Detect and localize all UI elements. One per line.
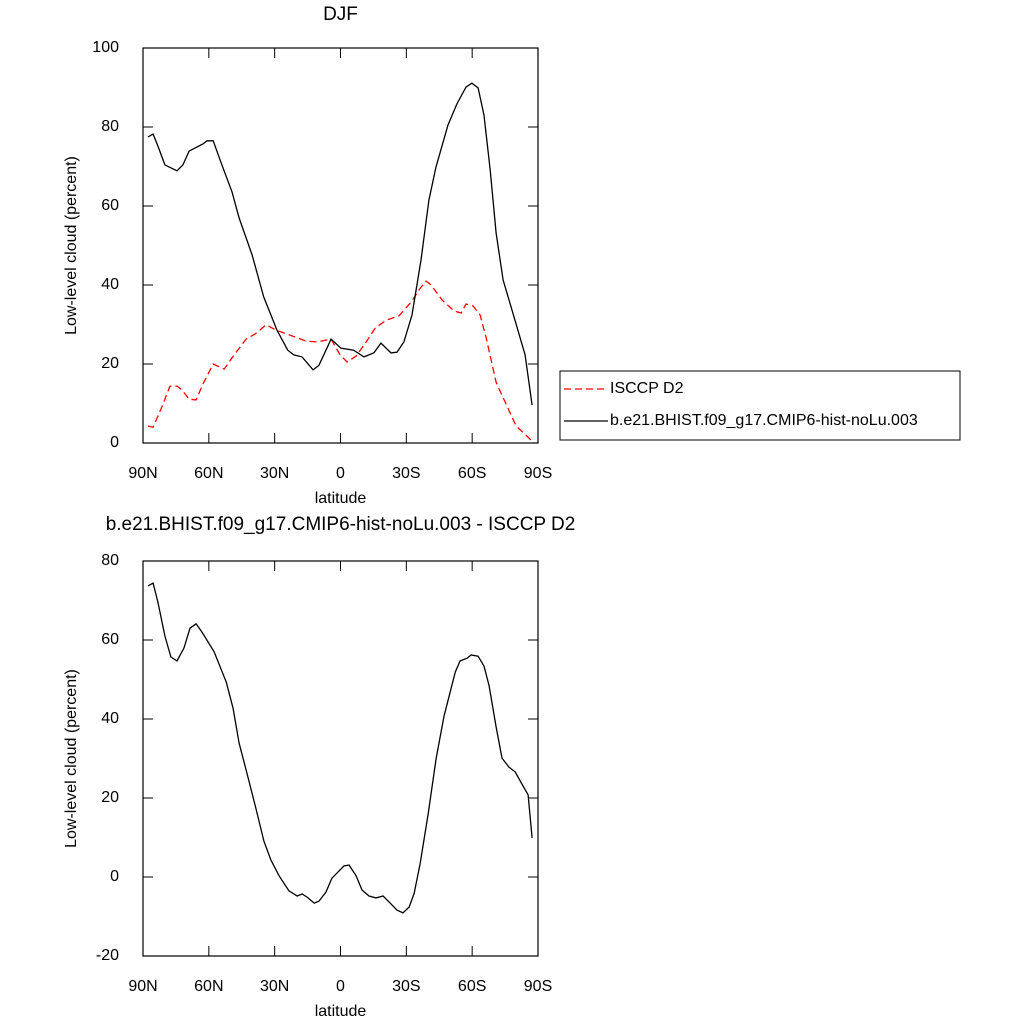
y-tick-label: 80 [101,552,119,569]
x-axis-label: latitude [315,1003,367,1020]
y-tick-label: 100 [92,39,119,56]
x-tick-label: 60S [458,978,486,995]
x-axis-label: latitude [315,490,367,507]
x-tick-label: 60N [194,978,223,995]
y-tick-label: -20 [96,947,119,964]
x-tick-label: 90N [128,978,157,995]
x-tick-label: 0 [336,978,345,995]
x-tick-label: 60S [458,465,486,482]
y-tick-label: 20 [101,355,119,372]
x-tick-label: 90S [524,978,552,995]
plot-frame [142,47,539,444]
x-tick-label: 30N [260,465,289,482]
y-tick-label: 80 [101,118,119,135]
x-tick-label: 90N [128,465,157,482]
y-tick-label: 60 [101,197,119,214]
chart-title: DJF [323,4,358,25]
y-axis-label: Low-level cloud (percent) [63,156,80,335]
x-tick-label: 90S [524,465,552,482]
x-tick-label: 60N [194,465,223,482]
x-tick-label: 30S [392,465,420,482]
y-tick-label: 40 [101,276,119,293]
x-tick-label: 30N [260,978,289,995]
y-tick-label: 0 [110,868,119,885]
data-line [147,582,533,914]
chart-title: b.e21.BHIST.f09_g17.CMIP6-hist-noLu.003 … [106,514,576,535]
legend-label: ISCCP D2 [610,380,684,397]
y-tick-label: 40 [101,710,119,727]
y-tick-label: 0 [110,434,119,451]
legend-label: b.e21.BHIST.f09_g17.CMIP6-hist-noLu.003 [610,412,918,429]
x-tick-label: 30S [392,978,420,995]
legend-box [559,370,961,441]
y-axis-label: Low-level cloud (percent) [63,669,80,848]
y-tick-label: 20 [101,789,119,806]
data-line [147,280,535,444]
plot-frame [142,560,539,957]
x-tick-label: 0 [336,465,345,482]
y-tick-label: 60 [101,631,119,648]
data-line [147,82,533,406]
